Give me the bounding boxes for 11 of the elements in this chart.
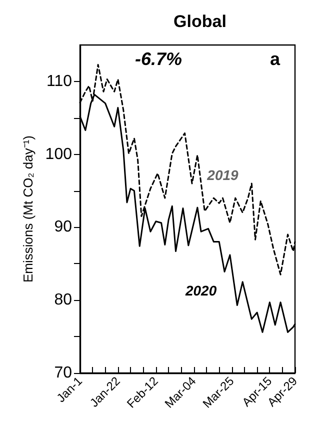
y-tick-label: 110	[46, 72, 72, 90]
y-tick-label: 90	[54, 218, 72, 236]
series-label: 2019	[206, 167, 239, 184]
y-tick-label: 70	[54, 364, 72, 382]
annotation: -6.7%	[135, 49, 182, 69]
y-axis-title: Emissions (Mt CO₂ day⁻¹)	[20, 135, 36, 283]
y-tick-label: 100	[45, 146, 72, 163]
annotation: a	[270, 49, 281, 69]
y-tick-label: 80	[54, 292, 72, 309]
chart-title: Global	[174, 12, 226, 31]
series-label: 2020	[184, 282, 217, 299]
